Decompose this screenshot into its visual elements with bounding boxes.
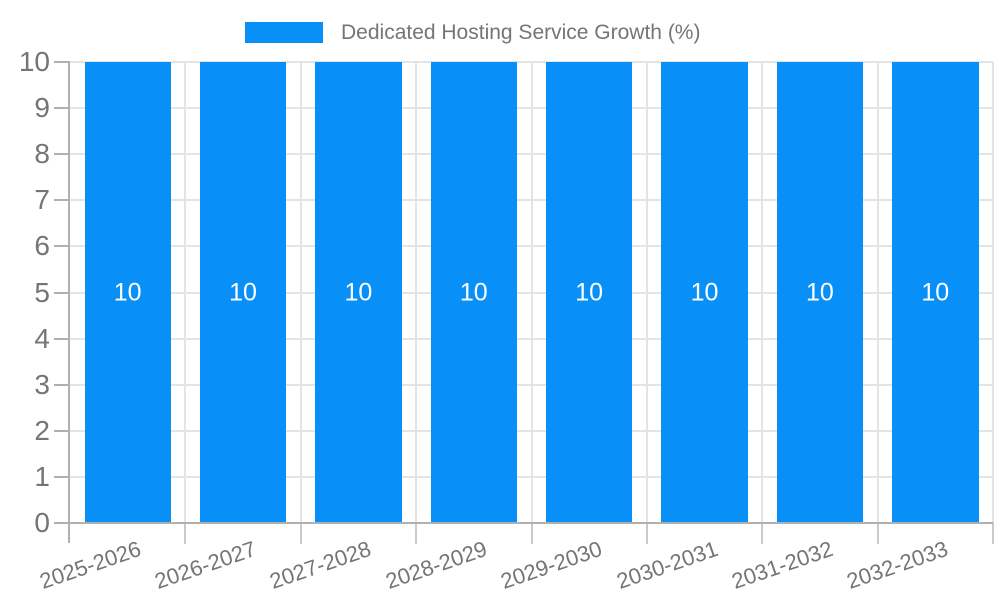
y-tick bbox=[54, 153, 70, 156]
legend-swatch-icon bbox=[245, 22, 323, 43]
bar-value-label: 10 bbox=[575, 278, 604, 306]
y-tick bbox=[54, 245, 70, 248]
gridline-vertical bbox=[184, 62, 187, 523]
bar-value-label: 10 bbox=[806, 278, 834, 306]
x-axis-line bbox=[68, 522, 993, 524]
gridline-vertical bbox=[761, 62, 764, 523]
y-tick bbox=[54, 383, 70, 386]
x-tick bbox=[530, 523, 533, 544]
y-tick bbox=[54, 337, 70, 340]
y-tick-label: 10 bbox=[18, 46, 50, 77]
bar-value-label: 10 bbox=[690, 278, 719, 306]
bar[interactable]: 10 bbox=[84, 62, 171, 523]
gridline-vertical bbox=[530, 62, 533, 523]
bar[interactable]: 10 bbox=[776, 62, 864, 523]
legend[interactable]: Dedicated Hosting Service Growth (%) bbox=[245, 22, 700, 43]
legend-label: Dedicated Hosting Service Growth (%) bbox=[341, 21, 701, 44]
x-tick bbox=[876, 523, 879, 544]
x-tick bbox=[761, 523, 764, 544]
y-tick-label: 6 bbox=[34, 230, 50, 262]
y-tick-label: 1 bbox=[34, 460, 50, 492]
bar[interactable]: 10 bbox=[430, 62, 517, 523]
x-tick bbox=[645, 523, 648, 544]
bar[interactable]: 10 bbox=[661, 62, 748, 523]
y-tick bbox=[54, 522, 70, 524]
bar-value-label: 10 bbox=[113, 278, 142, 306]
bar-value-label: 10 bbox=[344, 278, 373, 306]
bar-value-label: 10 bbox=[921, 278, 950, 306]
y-tick bbox=[54, 107, 70, 110]
y-tick-label: 7 bbox=[34, 184, 50, 216]
y-tick-label: 3 bbox=[34, 368, 50, 400]
x-tick bbox=[992, 523, 994, 544]
y-axis-line bbox=[68, 62, 70, 543]
gridline-vertical bbox=[876, 62, 879, 523]
y-tick bbox=[54, 291, 70, 294]
bar[interactable]: 10 bbox=[199, 62, 287, 523]
x-tick bbox=[299, 523, 302, 544]
bar-value-label: 10 bbox=[459, 278, 488, 306]
y-tick bbox=[54, 475, 70, 478]
y-tick-label: 2 bbox=[34, 414, 50, 446]
bar[interactable]: 10 bbox=[546, 62, 633, 523]
y-tick bbox=[54, 429, 70, 432]
x-tick bbox=[415, 523, 418, 544]
y-tick bbox=[54, 199, 70, 202]
gridline-vertical bbox=[299, 62, 302, 523]
y-tick-label: 0 bbox=[34, 507, 50, 538]
bar[interactable]: 10 bbox=[892, 62, 979, 523]
x-tick bbox=[184, 523, 187, 544]
gridline-vertical bbox=[415, 62, 418, 523]
y-tick bbox=[54, 61, 70, 63]
bar-value-label: 10 bbox=[229, 278, 257, 306]
bar[interactable]: 10 bbox=[315, 62, 402, 523]
gridline-vertical bbox=[645, 62, 648, 523]
gridline-vertical bbox=[992, 62, 994, 523]
y-tick-label: 4 bbox=[34, 322, 50, 354]
y-tick-label: 9 bbox=[34, 92, 50, 124]
y-tick-label: 8 bbox=[34, 138, 50, 170]
y-tick-label: 5 bbox=[34, 276, 50, 308]
